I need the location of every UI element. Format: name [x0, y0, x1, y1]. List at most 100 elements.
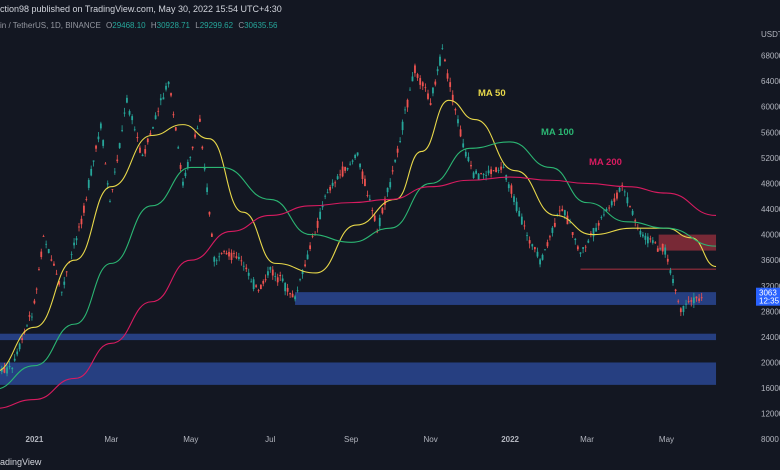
candle-body — [576, 246, 579, 250]
candle-body — [482, 174, 485, 175]
candle-body — [165, 85, 167, 90]
ohlc-legend: in / TetherUS, 1D, BINANCE O29468.10 H30… — [0, 18, 300, 34]
close-label: C — [238, 21, 245, 30]
candle-body — [470, 164, 472, 167]
candle-body — [301, 270, 304, 275]
currency-label: USDT — [761, 30, 780, 39]
last-price-time: 12:35 — [759, 297, 780, 306]
x-tick-label: Mar — [580, 435, 594, 444]
candle-body — [574, 238, 577, 241]
tradingview-brand[interactable]: adingView — [0, 454, 120, 470]
candle-body — [184, 172, 187, 177]
candle-body — [672, 279, 674, 284]
candle-body — [467, 156, 470, 162]
label-ma-200: MA 200 — [589, 157, 622, 168]
candle-body — [80, 218, 83, 225]
candle-body — [40, 251, 43, 257]
x-tick-label: Mar — [104, 435, 118, 444]
candle-body — [592, 227, 595, 237]
high-value: 30928.71 — [156, 21, 191, 30]
candle-body — [250, 281, 253, 283]
candle-body — [83, 205, 85, 213]
candle-body — [419, 78, 422, 85]
candle-body — [582, 247, 584, 249]
candle-body — [35, 288, 38, 290]
candle-body — [109, 201, 111, 203]
candle-body — [416, 74, 419, 78]
candle-body — [189, 157, 192, 159]
candle-body — [359, 163, 361, 168]
candle-body — [587, 240, 590, 243]
candle-body — [21, 338, 23, 341]
candle-body — [558, 210, 561, 212]
candle-body — [131, 116, 134, 121]
candle-body — [531, 244, 534, 247]
candle-body — [126, 97, 128, 103]
candle-body — [92, 160, 95, 162]
candle-body — [324, 195, 327, 197]
candle-body — [685, 303, 687, 305]
x-axis[interactable]: 2021 Mar May Jul Sep Nov 2022 Mar May — [26, 435, 675, 444]
candle-body — [31, 316, 33, 318]
candle-body — [50, 259, 53, 261]
close-value: 30635.56 — [244, 21, 278, 30]
y-tick-label: 36000 — [761, 256, 780, 265]
candle-body — [539, 259, 541, 265]
candle-body — [356, 152, 359, 156]
candle-body — [424, 87, 427, 89]
candle-body — [133, 129, 136, 131]
candle-body — [113, 171, 116, 173]
publisher-bar: ction98 published on TradingView.com, Ma… — [0, 0, 780, 18]
candle-body — [13, 358, 16, 361]
candle-body — [8, 366, 11, 368]
candle-body — [427, 93, 429, 99]
candle-body — [526, 235, 528, 237]
candle-body — [679, 308, 682, 313]
candle-body — [99, 123, 102, 129]
brand-text: adingView — [0, 457, 42, 467]
candle-body — [38, 269, 40, 271]
candle-body — [95, 145, 97, 149]
candle-body — [642, 234, 644, 237]
candle-body — [172, 114, 175, 116]
y-tick-label: 60000 — [761, 103, 780, 112]
candle-body — [144, 149, 147, 154]
series-ma-50 — [0, 99, 717, 372]
candle-body — [199, 118, 201, 122]
candle-body — [146, 138, 149, 143]
last-price-value: 3063 — [759, 289, 777, 298]
candle-body — [454, 108, 457, 111]
candle-body — [605, 208, 608, 211]
candle-body — [634, 220, 637, 222]
candle-body — [439, 56, 441, 66]
y-tick-label: 20000 — [761, 358, 780, 367]
candle-body — [85, 199, 88, 200]
candle-body — [391, 170, 394, 172]
candle-body — [262, 280, 265, 284]
y-tick-label: 48000 — [761, 179, 780, 188]
candle-body — [6, 367, 8, 374]
candle-body — [18, 343, 21, 350]
candle-body — [159, 98, 162, 101]
candle-body — [289, 293, 292, 295]
y-axis[interactable]: USDT 8000 12000 16000 20000 24000 28000 32000 36… — [756, 30, 780, 444]
candle-body — [252, 279, 255, 290]
candle-body — [677, 300, 680, 302]
candle-body — [687, 300, 690, 302]
candle-body — [475, 170, 478, 174]
candle-body — [179, 164, 182, 169]
candle-body — [646, 236, 649, 244]
candle-body — [118, 143, 121, 148]
zone-support-2 — [0, 362, 717, 385]
candle-body — [389, 182, 392, 188]
candle-body — [700, 297, 703, 299]
candle-body — [90, 168, 93, 176]
candle-body — [167, 81, 170, 85]
candle-body — [396, 148, 399, 153]
candle-body — [271, 269, 274, 276]
candle-body — [177, 147, 180, 149]
candle-body — [361, 171, 364, 180]
candle-body — [336, 176, 339, 180]
candle-body — [228, 251, 230, 257]
